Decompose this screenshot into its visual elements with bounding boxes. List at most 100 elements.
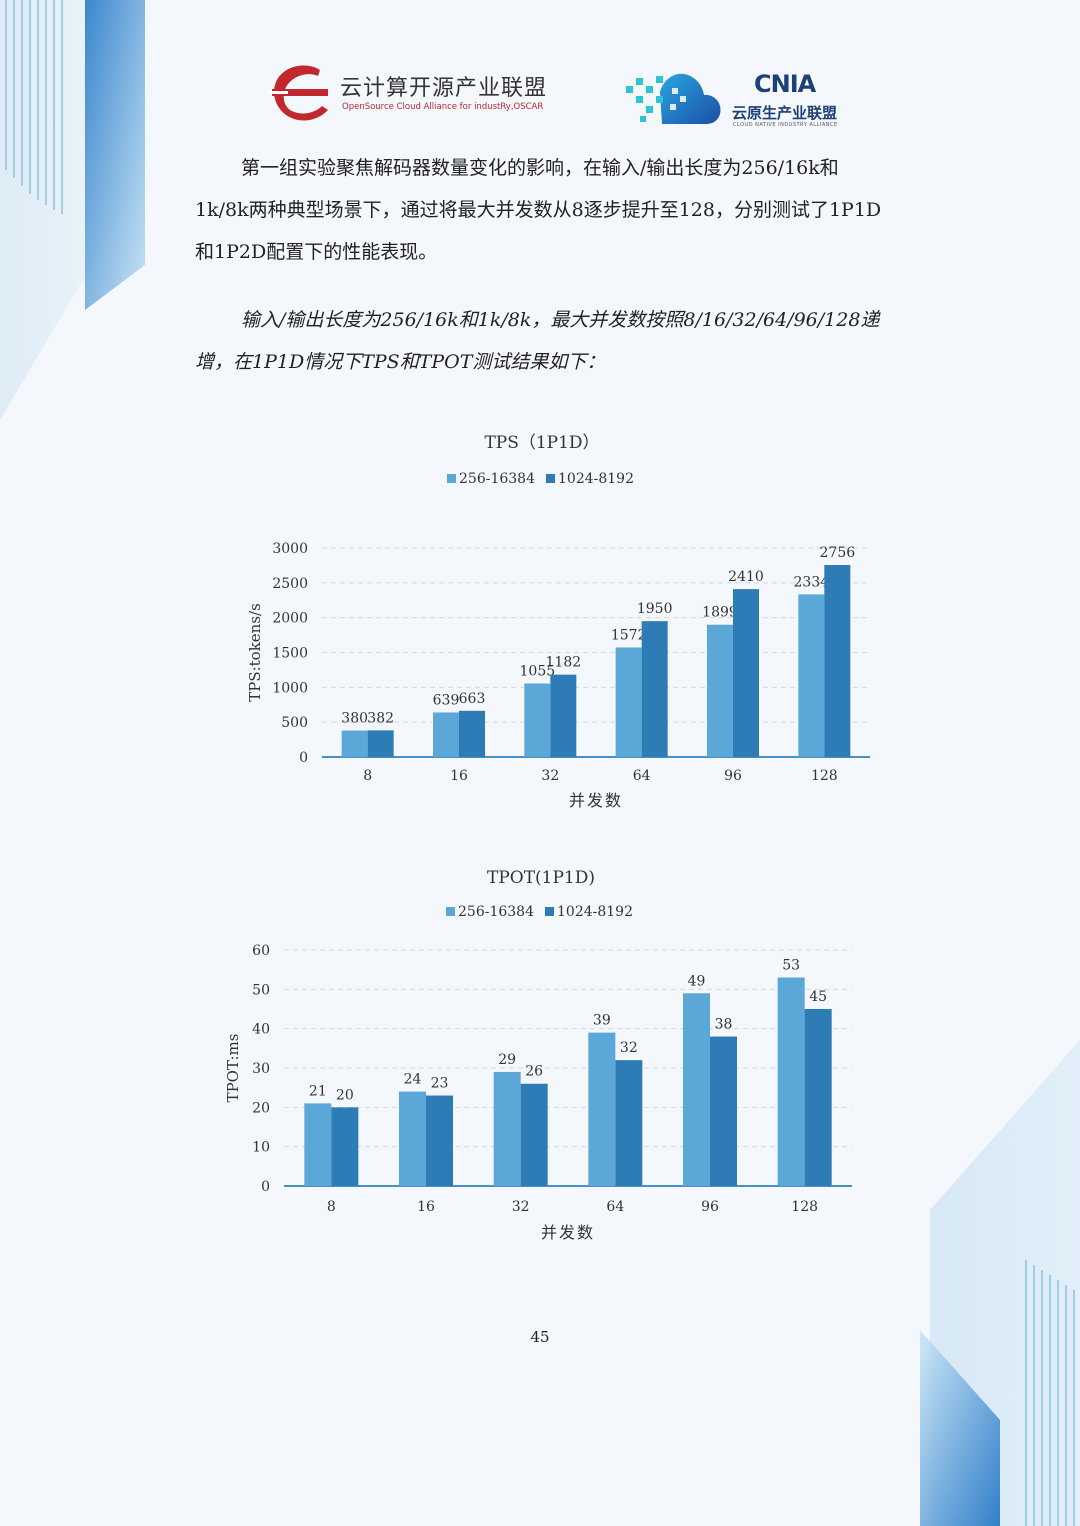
tps-x-tick-label: 8 xyxy=(363,768,372,784)
tpot-y-tick-label: 30 xyxy=(252,1061,270,1077)
tps-bar xyxy=(798,594,825,757)
oscar-logo-cn: 云计算开源产业联盟 xyxy=(340,76,548,101)
tps-bar xyxy=(341,730,368,757)
oscar-e-mark-icon xyxy=(268,65,328,121)
tpot-bar xyxy=(588,1032,616,1186)
tpot-x-tick-label: 96 xyxy=(701,1199,719,1215)
tps-y-tick-label: 1500 xyxy=(272,646,308,662)
tps-legend-swatch xyxy=(546,474,555,483)
tpot-bar xyxy=(804,1009,832,1186)
tpot-data-label: 45 xyxy=(809,989,827,1005)
tps-data-label: 1950 xyxy=(637,601,673,617)
tps-y-axis-label: TPS:tokens/s xyxy=(246,603,264,702)
cnia-logo: CNIA 云原生产业联盟 CLOUD NATIVE INDUSTRY ALLIA… xyxy=(622,62,862,130)
tpot-legend-label: 256-16384 xyxy=(458,904,534,920)
tpot-y-axis-label: TPOT:ms xyxy=(224,1034,242,1103)
tps-x-tick-label: 32 xyxy=(541,768,559,784)
tpot-bar xyxy=(520,1083,548,1186)
tpot-bar xyxy=(493,1071,521,1186)
tpot-bar xyxy=(683,993,710,1186)
tps-data-label: 382 xyxy=(367,710,394,726)
tpot-y-tick-label: 60 xyxy=(252,943,270,959)
tpot-y-tick-label: 40 xyxy=(252,1022,270,1038)
tps-data-label: 2756 xyxy=(820,545,856,561)
tpot-data-label: 21 xyxy=(309,1083,327,1099)
tps-x-tick-label: 16 xyxy=(450,768,468,784)
page-number: 45 xyxy=(530,1328,550,1346)
tps-x-axis-label: 并发数 xyxy=(569,791,623,810)
tpot-legend-swatch xyxy=(545,907,554,916)
tps-x-tick-label: 96 xyxy=(724,768,742,784)
tpot-y-tick-label: 20 xyxy=(252,1100,270,1116)
tpot-bar xyxy=(615,1060,643,1186)
tpot-data-label: 29 xyxy=(498,1052,516,1068)
tps-bar xyxy=(615,647,642,757)
tps-bar xyxy=(641,621,668,757)
oscar-logo-en: OpenSource Cloud Alliance for industRy,O… xyxy=(342,102,544,112)
tps-legend-swatch xyxy=(447,474,456,483)
tps-chart-svg: TPS（1P1D） 256-16384 1024-8192 0 500 1000 1500 2… xyxy=(246,433,870,810)
tpot-x-tick-label: 32 xyxy=(512,1199,530,1215)
tpot-data-label: 32 xyxy=(620,1040,638,1056)
tps-legend-label: 256-16384 xyxy=(459,471,535,487)
tpot-data-label: 53 xyxy=(782,958,800,974)
tpot-data-label: 23 xyxy=(431,1076,449,1092)
tpot-x-axis-label: 并发数 xyxy=(541,1223,595,1242)
tpot-data-label: 26 xyxy=(525,1064,543,1080)
tpot-data-label: 38 xyxy=(715,1017,733,1033)
tps-data-label: 2410 xyxy=(728,569,764,585)
tps-bar xyxy=(367,730,394,757)
chart-intro-paragraph: 输入/输出长度为256/16k和1k/8k，最大并发数按照8/16/32/64/… xyxy=(195,309,880,373)
tps-data-label: 380 xyxy=(341,711,368,727)
tps-legend-label: 1024-8192 xyxy=(558,471,634,487)
tpot-bar xyxy=(304,1103,332,1186)
tpot-legend-swatch xyxy=(446,907,455,916)
tpot-bar xyxy=(331,1107,359,1186)
cnia-logo-abbr: CNIA xyxy=(754,70,816,98)
cnia-logo-cn: 云原生产业联盟 xyxy=(732,104,838,122)
tps-x-tick-label: 128 xyxy=(811,768,838,784)
tpot-legend-label: 1024-8192 xyxy=(557,904,633,920)
tps-y-tick-label: 3000 xyxy=(272,541,308,557)
tps-bar xyxy=(550,674,577,757)
tpot-data-label: 20 xyxy=(336,1087,354,1103)
tps-data-label: 1572 xyxy=(611,627,647,643)
tpot-x-tick-label: 8 xyxy=(327,1199,336,1215)
tpot-y-tick-label: 0 xyxy=(261,1179,270,1195)
tps-bar xyxy=(433,712,459,757)
tps-data-label: 1055 xyxy=(520,664,556,680)
tpot-x-tick-label: 128 xyxy=(791,1199,818,1215)
tps-data-label: 1899 xyxy=(702,605,738,621)
tps-y-tick-label: 500 xyxy=(281,715,308,731)
tps-bar xyxy=(824,564,851,757)
tpot-bar xyxy=(777,977,805,1186)
tps-x-tick-label: 64 xyxy=(633,768,651,784)
cnia-logo-en: CLOUD NATIVE INDUSTRY ALLIANCE xyxy=(733,122,838,128)
tpot-y-tick-label: 10 xyxy=(252,1140,270,1156)
tpot-y-tick-label: 50 xyxy=(252,982,270,998)
tpot-bar xyxy=(426,1095,453,1186)
tpot-x-tick-label: 64 xyxy=(606,1199,624,1215)
tpot-chart: TPOT(1P1D) 256-16384 1024-8192 0 10 20 30 40 50 6… xyxy=(0,855,1080,1255)
tps-bar xyxy=(459,710,485,757)
tps-bar xyxy=(707,624,733,757)
tpot-data-label: 24 xyxy=(404,1072,422,1088)
tps-y-tick-label: 1000 xyxy=(272,680,308,696)
tps-data-label: 663 xyxy=(459,691,486,707)
tps-data-label: 639 xyxy=(433,692,460,708)
oscar-logo: 云计算开源产业联盟 OpenSource Cloud Alliance for … xyxy=(268,60,558,126)
tpot-data-label: 39 xyxy=(593,1013,611,1029)
tps-y-tick-label: 2500 xyxy=(272,576,308,592)
tpot-x-tick-label: 16 xyxy=(417,1199,435,1215)
tps-bar xyxy=(524,683,551,757)
tpot-bar xyxy=(399,1091,426,1186)
tps-y-tick-label: 2000 xyxy=(272,611,308,627)
tpot-chart-title: TPOT(1P1D) xyxy=(487,868,595,888)
tps-data-label: 2334 xyxy=(794,574,830,590)
tps-chart: TPS（1P1D） 256-16384 1024-8192 0 500 1000 1500 2… xyxy=(0,420,1080,820)
tpot-chart-svg: TPOT(1P1D) 256-16384 1024-8192 0 10 20 30 40 50 6… xyxy=(224,868,852,1242)
tpot-data-label: 49 xyxy=(688,973,706,989)
tps-y-tick-label: 0 xyxy=(299,750,308,766)
cnia-cloud-icon xyxy=(626,73,721,124)
tps-data-label: 1182 xyxy=(546,655,582,671)
